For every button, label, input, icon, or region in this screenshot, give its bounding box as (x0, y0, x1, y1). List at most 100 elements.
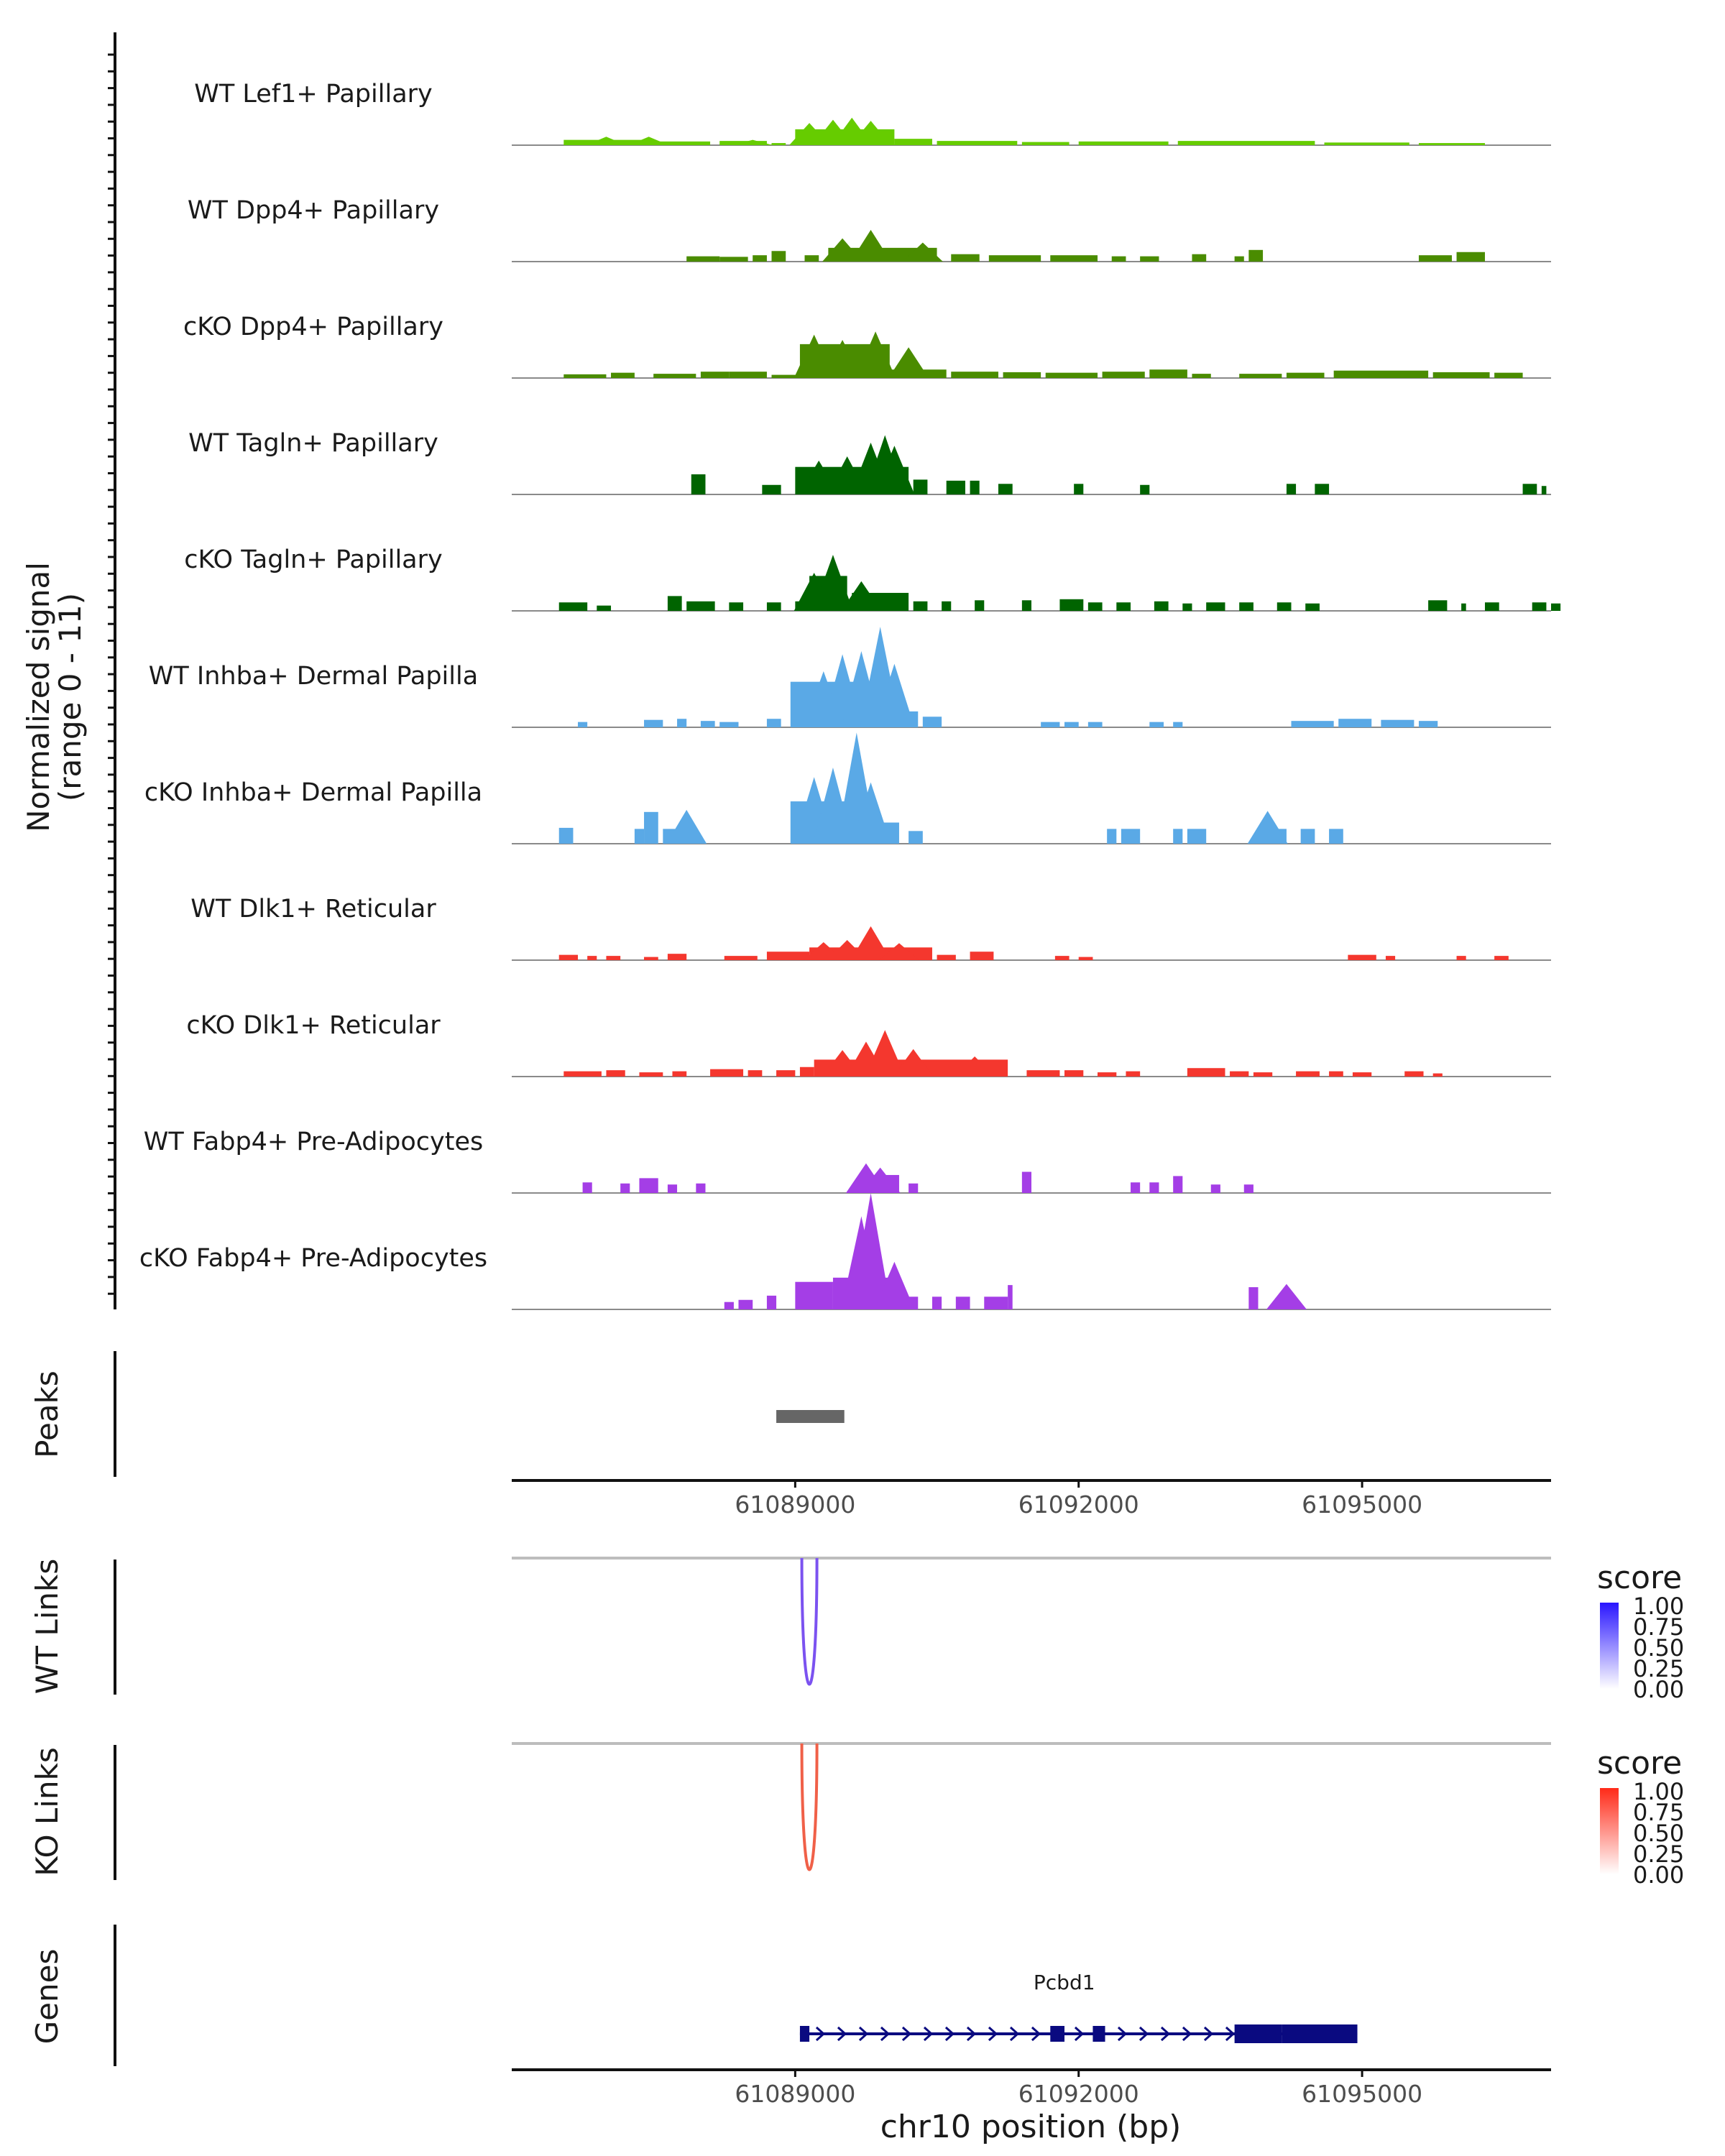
coverage-block (1149, 1182, 1159, 1193)
strand-arrow (1138, 2026, 1149, 2042)
coverage-block (913, 601, 928, 611)
track-label: WT Lef1+ Papillary (194, 80, 433, 109)
gene-exon (1050, 2026, 1065, 2042)
coverage-peak (874, 663, 915, 727)
coverage-block (1381, 719, 1414, 727)
coverage-block (1522, 484, 1537, 494)
gene-models: Pcbd1 (799, 1971, 1358, 2043)
coverage-block (1329, 829, 1343, 844)
coverage-block (1131, 1182, 1141, 1193)
coverage-block (1432, 1073, 1443, 1077)
coverage-block (644, 811, 658, 844)
coverage-block (946, 480, 965, 494)
coverage-peak (874, 446, 915, 494)
track-label: cKO Tagln+ Papillary (184, 545, 443, 574)
coverage-peak (1247, 811, 1288, 844)
coverage-peak (812, 554, 853, 611)
coverage-block (672, 1071, 687, 1077)
coverage-peak (666, 809, 707, 844)
coverage-peak (850, 926, 891, 960)
coverage-peak (850, 782, 891, 844)
coverage-block (970, 480, 980, 494)
legend-tick-label: 0.00 (1633, 1676, 1684, 1703)
coverage-peak (865, 1030, 906, 1077)
coverage-block (1461, 603, 1466, 611)
coverage-block (724, 1302, 734, 1309)
coverage-track: WT Inhba+ Dermal Papilla (149, 627, 1551, 728)
coverage-block (1107, 829, 1117, 844)
coverage-block (1098, 1072, 1117, 1077)
coverage-block (653, 374, 696, 378)
coverage-block (1074, 484, 1084, 494)
track-label: WT Tagln+ Papillary (188, 429, 438, 458)
coverage-peak (902, 242, 943, 262)
coverage-block (908, 1183, 919, 1193)
coverage-block (1087, 722, 1103, 727)
coverage-block (1192, 254, 1207, 262)
coverage-block (639, 1072, 663, 1077)
coverage-block (1315, 484, 1330, 494)
coverage-block (776, 1070, 796, 1077)
coverage-block (1111, 256, 1126, 262)
strand-arrow (837, 2026, 847, 2042)
coverage-block (766, 719, 781, 727)
x-axis-upper-tick-label: 61092000 (1018, 1491, 1139, 1519)
peaks-panel: Peaks (29, 1351, 845, 1477)
coverage-block (653, 141, 711, 145)
coverage-peak (822, 339, 863, 378)
coverage-block (1291, 721, 1334, 727)
coverage-block (1418, 255, 1452, 262)
coverage-block (1494, 372, 1523, 378)
gene-exon (1282, 2024, 1358, 2043)
coverage-block (1541, 486, 1547, 494)
track-label: cKO Fabp4+ Pre-Adipocytes (139, 1244, 487, 1273)
coverage-block (1149, 722, 1164, 727)
coverage-block (1003, 372, 1041, 378)
x-axis-upper-tick-label: 61095000 (1302, 1491, 1422, 1519)
coverage-block (1418, 721, 1438, 727)
coverage-block (748, 1070, 763, 1077)
coverage-block (970, 952, 994, 960)
coverage-block (1456, 956, 1466, 960)
peaks-label: Peaks (29, 1370, 65, 1458)
track-label: cKO Dlk1+ Reticular (186, 1011, 441, 1040)
coverage-block (998, 484, 1013, 494)
coverage-track: WT Fabp4+ Pre-Adipocytes (144, 1128, 1551, 1194)
coverage-block (1121, 829, 1141, 844)
coverage-block (686, 256, 720, 262)
coverage-block (922, 717, 942, 727)
coverage-block (1021, 142, 1070, 145)
x-axis-lower: 61089000 61092000 61095000 (512, 2068, 1551, 2108)
coverage-track: WT Dlk1+ Reticular (190, 895, 1551, 961)
coverage-block (1329, 1071, 1343, 1077)
strand-arrow (815, 2026, 826, 2042)
coverage-block (1045, 372, 1098, 378)
coverage-block (558, 827, 574, 844)
legend-tick-label: 1.00 (1633, 1778, 1684, 1805)
coverage-block (710, 1069, 744, 1077)
coverage-block (771, 143, 786, 145)
coverage-block (1187, 1068, 1225, 1077)
coverage-block (1248, 249, 1264, 262)
coverage-peak (888, 347, 929, 378)
coverage-block (942, 601, 952, 611)
gene-exon (1092, 2026, 1105, 2042)
coverage-block (700, 721, 715, 727)
coverage-block (597, 605, 612, 611)
coverage-block (1059, 599, 1084, 611)
coverage-block (984, 1296, 1008, 1309)
coverage-peak (628, 137, 669, 145)
coverage-y-axis-range-label: (range 0 - 11) (52, 593, 88, 801)
coverage-block (753, 255, 767, 262)
coverage-block (606, 956, 621, 960)
legend-title: score (1597, 1745, 1682, 1782)
gene-exon (1234, 2024, 1282, 2043)
coverage-block (766, 952, 810, 960)
coverage-block (1456, 252, 1485, 262)
coverage-block (937, 954, 956, 960)
strand-arrow (880, 2026, 891, 2042)
coverage-peak (860, 1167, 901, 1193)
